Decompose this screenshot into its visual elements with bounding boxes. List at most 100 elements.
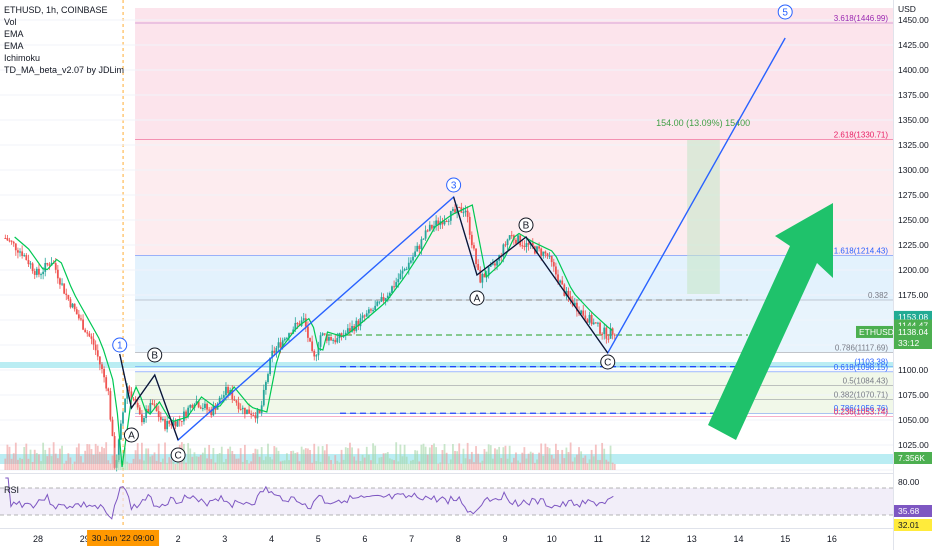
candle-body-116 xyxy=(248,409,250,414)
fib-label-6: 0.618(1098.15) xyxy=(834,363,889,372)
time-tick-17: 16 xyxy=(827,534,837,544)
candle-body-98 xyxy=(210,409,213,416)
volume-bar-73 xyxy=(157,443,160,470)
candle-body-97 xyxy=(208,409,211,411)
candle-body-81 xyxy=(174,421,177,427)
volume-bar-253 xyxy=(536,459,538,470)
candle-body-261 xyxy=(552,262,555,267)
volume-bar-263 xyxy=(557,449,559,470)
symbol-tag: ETHUSD xyxy=(859,327,894,337)
volume-bar-14 xyxy=(33,449,36,470)
candle-body-74 xyxy=(159,417,162,420)
price-axis[interactable]: 1025.001050.001075.001100.001125.001150.… xyxy=(856,4,932,531)
volume-bar-99 xyxy=(212,447,215,470)
volume-bar-134 xyxy=(286,453,288,470)
candle-body-79 xyxy=(170,423,173,426)
volume-bar-221 xyxy=(468,459,471,470)
candle-body-237 xyxy=(502,244,505,257)
volume-bar-57 xyxy=(124,447,126,470)
candle-body-171 xyxy=(363,315,366,317)
volume-bar-168 xyxy=(357,448,360,470)
volume-bar-82 xyxy=(176,457,179,470)
candle-body-57 xyxy=(124,398,126,413)
candle-body-103 xyxy=(220,397,223,399)
volume-bar-208 xyxy=(441,450,444,470)
indicator-ema-1[interactable]: EMA xyxy=(4,29,24,39)
indicator-td-ma[interactable]: TD_MA_beta_v2.07 by JDLim xyxy=(4,65,125,75)
volume-bar-26 xyxy=(59,448,61,470)
candle-body-138 xyxy=(294,322,297,330)
volume-bar-27 xyxy=(61,445,63,470)
indicator-ichimoku[interactable]: Ichimoku xyxy=(4,53,41,63)
volume-bar-234 xyxy=(496,449,498,470)
wave-label-4: 3 xyxy=(451,180,457,191)
volume-bar-269 xyxy=(569,442,572,470)
fib-zone-0 xyxy=(135,7,893,140)
indicator-vol[interactable]: Vol xyxy=(4,17,17,27)
candle-body-18 xyxy=(42,271,45,275)
volume-bar-224 xyxy=(475,446,477,470)
price-tag-bg-3 xyxy=(894,336,932,349)
symbol-title[interactable]: ETHUSD, 1h, COINBASE xyxy=(4,5,108,15)
candle-body-123 xyxy=(262,389,265,406)
volume-bar-51 xyxy=(111,455,114,470)
candle-body-73 xyxy=(157,411,160,418)
volume-bar-241 xyxy=(510,462,513,470)
rsi-title[interactable]: RSI xyxy=(4,485,20,495)
candle-body-27 xyxy=(61,283,63,285)
candle-body-264 xyxy=(559,280,562,283)
candle-body-256 xyxy=(542,251,545,256)
volume-bar-256 xyxy=(542,455,545,470)
candle-body-176 xyxy=(374,305,377,311)
indicator-ema-2[interactable]: EMA xyxy=(4,41,24,51)
candle-body-178 xyxy=(378,301,381,303)
fib-label-3: 0.382 xyxy=(868,291,889,300)
volume-bar-33 xyxy=(73,461,76,470)
volume-bar-76 xyxy=(164,442,166,470)
volume-bar-53 xyxy=(115,455,118,470)
volume-bar-24 xyxy=(54,453,57,470)
candle-body-19 xyxy=(44,262,47,272)
volume-bar-189 xyxy=(401,456,404,470)
volume-bar-153 xyxy=(325,444,328,470)
candle-body-155 xyxy=(330,337,332,341)
candle-body-163 xyxy=(346,328,349,333)
candle-body-211 xyxy=(447,220,450,222)
candle-body-11 xyxy=(27,260,30,265)
volume-bar-188 xyxy=(399,444,402,470)
volume-bar-198 xyxy=(420,444,423,470)
volume-bar-157 xyxy=(334,455,337,470)
volume-bar-35 xyxy=(77,443,80,470)
volume-bar-114 xyxy=(243,444,246,470)
time-axis[interactable]: 28291234567891011121314151630 Jun '22 09… xyxy=(33,530,837,546)
volume-bar-10 xyxy=(25,443,28,470)
fib-label-10: 0.236(1053.74) xyxy=(834,407,889,416)
price-tick-13: 1325.00 xyxy=(898,140,929,150)
candle-body-26 xyxy=(59,278,61,285)
candle-body-142 xyxy=(302,318,305,321)
candle-body-151 xyxy=(321,333,324,336)
candle-body-118 xyxy=(252,415,255,417)
volume-bar-120 xyxy=(256,449,259,470)
volume-bar-150 xyxy=(319,461,322,470)
rsi-tag-bg-0 xyxy=(894,505,932,517)
volume-bar-249 xyxy=(527,453,530,470)
volume-bar-68 xyxy=(147,448,150,470)
candle-body-179 xyxy=(380,297,383,302)
volume-bar-7 xyxy=(19,457,21,470)
candle-body-71 xyxy=(153,404,156,406)
candle-body-16 xyxy=(38,268,40,275)
volume-bar-171 xyxy=(363,457,366,470)
candle-body-91 xyxy=(195,401,198,405)
candle-body-221 xyxy=(468,216,471,235)
candle-body-172 xyxy=(365,313,368,317)
candle-body-122 xyxy=(260,405,263,413)
candle-body-199 xyxy=(422,238,425,240)
volume-bar-177 xyxy=(376,463,379,470)
volume-bar-163 xyxy=(346,447,349,470)
volume-bar-146 xyxy=(311,462,314,470)
candle-body-17 xyxy=(40,274,42,276)
volume-bar-92 xyxy=(197,456,200,470)
candle-body-56 xyxy=(122,412,124,424)
